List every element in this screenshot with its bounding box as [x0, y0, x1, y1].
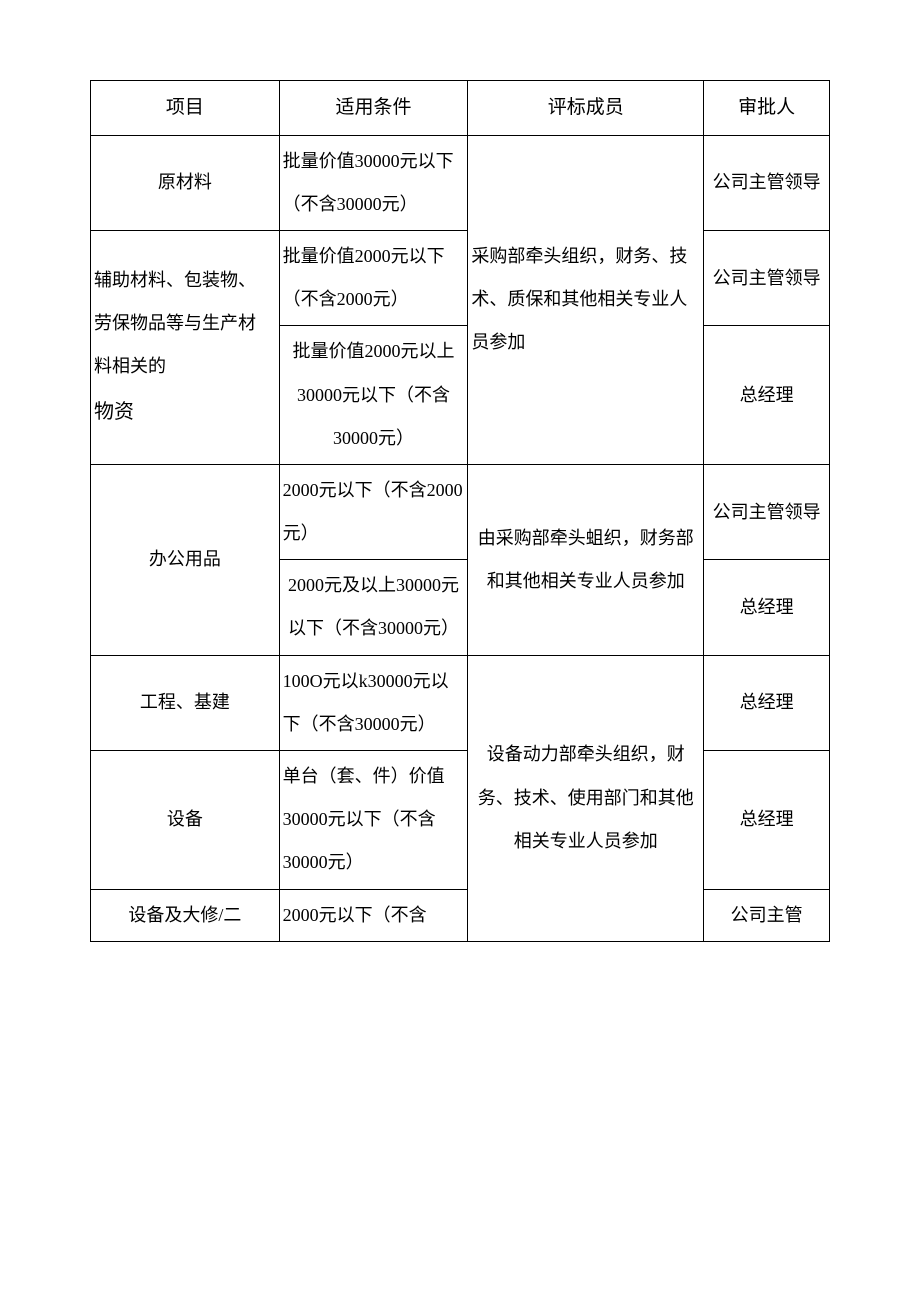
- table-row: 设备 单台（套、件）价值30000元以下（不含30000元） 总经理: [91, 751, 830, 890]
- table-row: 辅助材料、包装物、 劳保物品等与生产材 料相关的 物资 批量价值2000元以下（…: [91, 230, 830, 325]
- cell-condition: 2000元及以上30000元以下（不含30000元）: [279, 560, 468, 655]
- cell-condition: 批量价值2000元以下（不含2000元）: [279, 230, 468, 325]
- cell-project: 工程、基建: [91, 655, 280, 750]
- approval-table: 项目 适用条件 评标成员 审批人 原材料 批量价值30000元以下（不含3000…: [90, 80, 830, 942]
- cell-condition: 100O元以k30000元以下（不含30000元）: [279, 655, 468, 750]
- cell-members: 采购部牵头组织，财务、技术、质保和其他相关专业人员参加: [468, 135, 704, 464]
- cell-project: 辅助材料、包装物、 劳保物品等与生产材 料相关的 物资: [91, 230, 280, 464]
- table-row: 设备及大修/二 2000元以下（不含 公司主管: [91, 889, 830, 941]
- cell-members: 设备动力部牵头组织，财务、技术、使用部门和其他相关专业人员参加: [468, 655, 704, 941]
- project-text-line: 辅助材料、包装物、: [94, 270, 256, 290]
- cell-condition: 2000元以下（不含: [279, 889, 468, 941]
- cell-project: 设备: [91, 751, 280, 890]
- cell-approver: 总经理: [704, 326, 830, 465]
- header-approver: 审批人: [704, 81, 830, 136]
- cell-approver: 公司主管: [704, 889, 830, 941]
- cell-approver: 公司主管领导: [704, 230, 830, 325]
- cell-condition: 单台（套、件）价值30000元以下（不含30000元）: [279, 751, 468, 890]
- table-row: 工程、基建 100O元以k30000元以下（不含30000元） 设备动力部牵头组…: [91, 655, 830, 750]
- header-members: 评标成员: [468, 81, 704, 136]
- project-text-line: 劳保物品等与生产材: [94, 313, 256, 333]
- cell-approver: 公司主管领导: [704, 464, 830, 559]
- cell-condition: 批量价值30000元以下（不含30000元）: [279, 135, 468, 230]
- cell-approver: 公司主管领导: [704, 135, 830, 230]
- cell-project: 原材料: [91, 135, 280, 230]
- table-row: 办公用品 2000元以下（不含2000元） 由采购部牵头蛆织，财务部和其他相关专…: [91, 464, 830, 559]
- project-text-line: 料相关的: [94, 356, 166, 376]
- cell-project: 设备及大修/二: [91, 889, 280, 941]
- cell-condition: 2000元以下（不含2000元）: [279, 464, 468, 559]
- cell-members: 由采购部牵头蛆织，财务部和其他相关专业人员参加: [468, 464, 704, 655]
- header-project: 项目: [91, 81, 280, 136]
- table-row: 原材料 批量价值30000元以下（不含30000元） 采购部牵头组织，财务、技术…: [91, 135, 830, 230]
- header-condition: 适用条件: [279, 81, 468, 136]
- cell-approver: 总经理: [704, 751, 830, 890]
- cell-approver: 总经理: [704, 560, 830, 655]
- table-header-row: 项目 适用条件 评标成员 审批人: [91, 81, 830, 136]
- cell-project: 办公用品: [91, 464, 280, 655]
- project-text-line: 物资: [94, 401, 134, 423]
- cell-approver: 总经理: [704, 655, 830, 750]
- cell-condition: 批量价值2000元以上30000元以下（不含30000元）: [279, 326, 468, 465]
